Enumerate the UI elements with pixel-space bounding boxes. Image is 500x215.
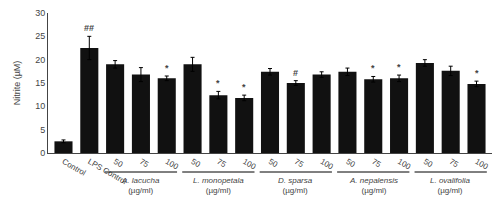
- svg-text:75: 75: [293, 157, 306, 170]
- svg-text:*: *: [216, 78, 220, 88]
- svg-text:30: 30: [35, 8, 45, 18]
- svg-text:L. ovalifolia(µg/ml): L. ovalifolia(µg/ml): [430, 176, 471, 195]
- svg-text:100: 100: [241, 157, 258, 172]
- svg-text:50: 50: [422, 157, 435, 170]
- svg-text:75: 75: [138, 157, 151, 170]
- svg-text:50: 50: [112, 157, 125, 170]
- svg-text:25: 25: [35, 31, 45, 41]
- svg-text:A. nepalensis(µg/ml): A. nepalensis(µg/ml): [349, 176, 398, 195]
- svg-text:75: 75: [448, 157, 461, 170]
- svg-text:*: *: [165, 63, 169, 73]
- svg-text:##: ##: [84, 23, 94, 33]
- svg-text:*: *: [475, 68, 479, 78]
- svg-text:Nitrite (µM): Nitrite (µM): [12, 61, 22, 106]
- svg-text:10: 10: [35, 101, 45, 111]
- svg-text:#: #: [293, 68, 298, 78]
- svg-text:*: *: [397, 62, 401, 72]
- svg-text:L. monopetala(µg/ml): L. monopetala(µg/ml): [193, 176, 244, 195]
- svg-text:75: 75: [370, 157, 383, 170]
- svg-text:*: *: [242, 82, 246, 92]
- svg-text:100: 100: [396, 157, 413, 172]
- svg-text:50: 50: [267, 157, 280, 170]
- svg-text:15: 15: [35, 78, 45, 88]
- svg-text:5: 5: [40, 125, 45, 135]
- svg-text:20: 20: [35, 55, 45, 65]
- svg-text:D. sparsa(µg/ml): D. sparsa(µg/ml): [278, 176, 313, 195]
- svg-text:50: 50: [344, 157, 357, 170]
- svg-text:0: 0: [40, 148, 45, 158]
- svg-text:100: 100: [164, 157, 181, 172]
- svg-text:100: 100: [319, 157, 336, 172]
- svg-text:50: 50: [190, 157, 203, 170]
- svg-text:75: 75: [215, 157, 228, 170]
- svg-text:*: *: [371, 63, 375, 73]
- svg-text:LPS Control: LPS Control: [86, 157, 128, 186]
- svg-text:Control: Control: [60, 157, 87, 178]
- svg-text:A. lacucha(µg/ml): A. lacucha(µg/ml): [121, 176, 160, 195]
- svg-text:100: 100: [474, 157, 491, 172]
